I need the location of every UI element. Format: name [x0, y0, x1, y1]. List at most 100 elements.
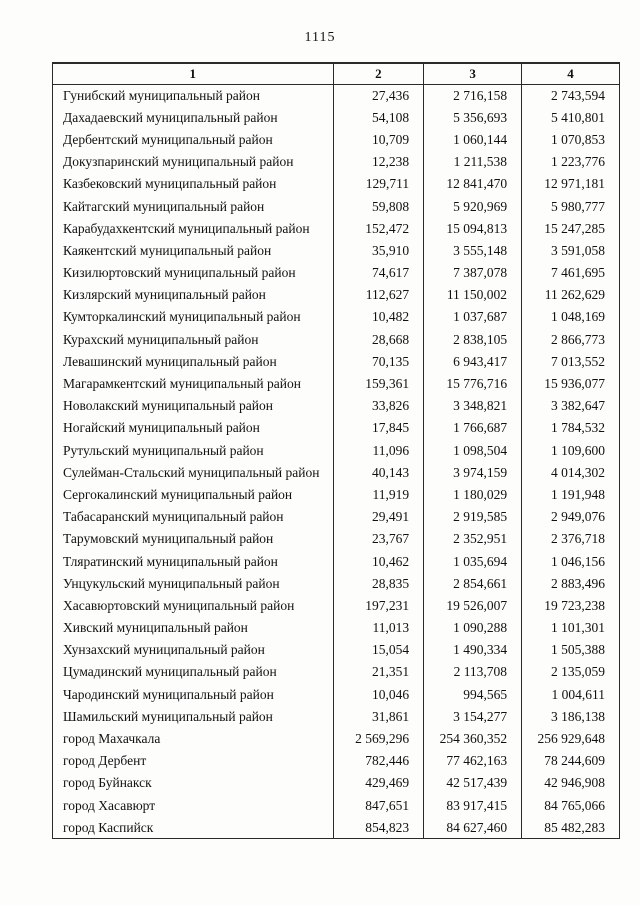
municipal-districts-table: 1 2 3 4 Гунибский муниципальный район 27,… — [52, 62, 620, 840]
table-row: Дербентский муниципальный район 10,709 1 0… — [52, 128, 620, 152]
value-cell: 77 462,163 — [423, 750, 523, 773]
value-cell: 10,046 — [332, 683, 425, 706]
value-cell: 59,808 — [332, 195, 425, 218]
district-name-cell: Чародинский муниципальный район — [52, 683, 334, 706]
table-row: Дахадаевский муниципальный район 54,108 5 … — [52, 106, 620, 129]
value-cell: 10,462 — [332, 550, 425, 573]
value-cell: 28,835 — [332, 572, 425, 595]
value-cell: 29,491 — [332, 506, 425, 529]
value-cell: 1 505,388 — [521, 639, 620, 662]
column-header-4: 4 — [521, 62, 620, 85]
district-name-cell: Кумторкалинский муниципальный район — [52, 306, 334, 329]
value-cell: 3 154,277 — [423, 705, 523, 728]
value-cell: 19 723,238 — [521, 594, 620, 617]
value-cell: 5 980,777 — [521, 195, 620, 218]
table-row: Казбековский муниципальный район 129,711 1… — [52, 173, 620, 196]
district-name-cell: Новолакский муниципальный район — [52, 395, 334, 418]
value-cell: 1 037,687 — [423, 306, 523, 329]
value-cell: 84 765,066 — [521, 794, 620, 817]
value-cell: 2 376,718 — [521, 528, 620, 551]
district-name-cell: Тляратинский муниципальный район — [52, 550, 334, 573]
table-row: Докузпаринский муниципальный район 12,238… — [52, 151, 620, 174]
district-name-cell: Карабудахкентский муниципальный район — [52, 217, 334, 240]
value-cell: 11,096 — [332, 439, 425, 462]
value-cell: 12,238 — [332, 151, 425, 174]
value-cell: 12 971,181 — [521, 173, 620, 196]
table-row: город Каспийск 854,823 84 627,460 85 482,28… — [52, 816, 620, 840]
value-cell: 5 410,801 — [521, 106, 620, 129]
table-row: Гунибский муниципальный район 27,436 2 716… — [52, 84, 620, 107]
district-name-cell: город Махачкала — [52, 727, 334, 751]
value-cell: 1 046,156 — [521, 550, 620, 573]
table-header: 1 2 3 4 — [52, 62, 620, 85]
district-name-cell: Гунибский муниципальный район — [52, 84, 334, 107]
value-cell: 3 348,821 — [423, 395, 523, 418]
value-cell: 1 180,029 — [423, 483, 523, 507]
table-row: Новолакский муниципальный район 33,826 3 3… — [52, 395, 620, 418]
district-name-cell: Кизилюртовский муниципальный район — [52, 262, 334, 285]
table-row: Чародинский муниципальный район 10,046 994… — [52, 683, 620, 706]
value-cell: 112,627 — [332, 284, 425, 307]
value-cell: 84 627,460 — [423, 816, 523, 840]
value-cell: 2 838,105 — [423, 328, 523, 351]
table-row: Хивский муниципальный район 11,013 1 090,2… — [52, 617, 620, 640]
value-cell: 2 949,076 — [521, 506, 620, 529]
value-cell: 3 382,647 — [521, 395, 620, 418]
table-row: город Буйнакск 429,469 42 517,439 42 946,90… — [52, 772, 620, 795]
table-row: Кизлярский муниципальный район 112,627 11 … — [52, 284, 620, 307]
district-name-cell: Кизлярский муниципальный район — [52, 284, 334, 307]
value-cell: 40,143 — [332, 461, 425, 484]
table-row: Тарумовский муниципальный район 23,767 2 3… — [52, 528, 620, 551]
value-cell: 1 090,288 — [423, 617, 523, 640]
value-cell: 42 517,439 — [423, 772, 523, 795]
table-row: Хунзахский муниципальный район 15,054 1 49… — [52, 639, 620, 662]
table-row: Сулейман-Стальский муниципальный район 40… — [52, 461, 620, 484]
value-cell: 152,472 — [332, 217, 425, 240]
district-name-cell: Цумадинский муниципальный район — [52, 661, 334, 684]
value-cell: 15 094,813 — [423, 217, 523, 240]
value-cell: 7 387,078 — [423, 262, 523, 285]
value-cell: 15 247,285 — [521, 217, 620, 240]
value-cell: 85 482,283 — [521, 816, 620, 840]
value-cell: 2 113,708 — [423, 661, 523, 684]
value-cell: 70,135 — [332, 350, 425, 373]
value-cell: 74,617 — [332, 262, 425, 285]
district-name-cell: Сергокалинский муниципальный район — [52, 483, 334, 507]
value-cell: 2 883,496 — [521, 572, 620, 595]
table-row: Цумадинский муниципальный район 21,351 2 1… — [52, 661, 620, 684]
table-row: Рутульский муниципальный район 11,096 1 09… — [52, 439, 620, 462]
value-cell: 2 716,158 — [423, 84, 523, 107]
value-cell: 1 766,687 — [423, 417, 523, 440]
value-cell: 11,013 — [332, 617, 425, 640]
value-cell: 3 186,138 — [521, 705, 620, 728]
value-cell: 5 920,969 — [423, 195, 523, 218]
district-name-cell: город Буйнакск — [52, 772, 334, 795]
value-cell: 2 569,296 — [332, 727, 425, 751]
table-row: Карабудахкентский муниципальный район 152… — [52, 217, 620, 240]
value-cell: 11 150,002 — [423, 284, 523, 307]
value-cell: 129,711 — [332, 173, 425, 196]
value-cell: 4 014,302 — [521, 461, 620, 484]
value-cell: 1 070,853 — [521, 128, 620, 152]
district-name-cell: Хунзахский муниципальный район — [52, 639, 334, 662]
value-cell: 1 223,776 — [521, 151, 620, 174]
page-number: 1115 — [304, 30, 336, 45]
district-name-cell: Дербентский муниципальный район — [52, 128, 334, 152]
value-cell: 2 352,951 — [423, 528, 523, 551]
table-row: Табасаранский муниципальный район 29,491 2… — [52, 506, 620, 529]
table-row: Кумторкалинский муниципальный район 10,48… — [52, 306, 620, 329]
value-cell: 2 854,661 — [423, 572, 523, 595]
value-cell: 1 060,144 — [423, 128, 523, 152]
district-name-cell: Унцукульский муниципальный район — [52, 572, 334, 595]
value-cell: 1 490,334 — [423, 639, 523, 662]
value-cell: 83 917,415 — [423, 794, 523, 817]
district-name-cell: Дахадаевский муниципальный район — [52, 106, 334, 129]
value-cell: 2 919,585 — [423, 506, 523, 529]
value-cell: 19 526,007 — [423, 594, 523, 617]
value-cell: 27,436 — [332, 84, 425, 107]
table-row: Кизилюртовский муниципальный район 74,617… — [52, 262, 620, 285]
table-row: Тляратинский муниципальный район 10,462 1 … — [52, 550, 620, 573]
district-name-cell: Кайтагский муниципальный район — [52, 195, 334, 218]
table-row: Левашинский муниципальный район 70,135 6 9… — [52, 350, 620, 373]
